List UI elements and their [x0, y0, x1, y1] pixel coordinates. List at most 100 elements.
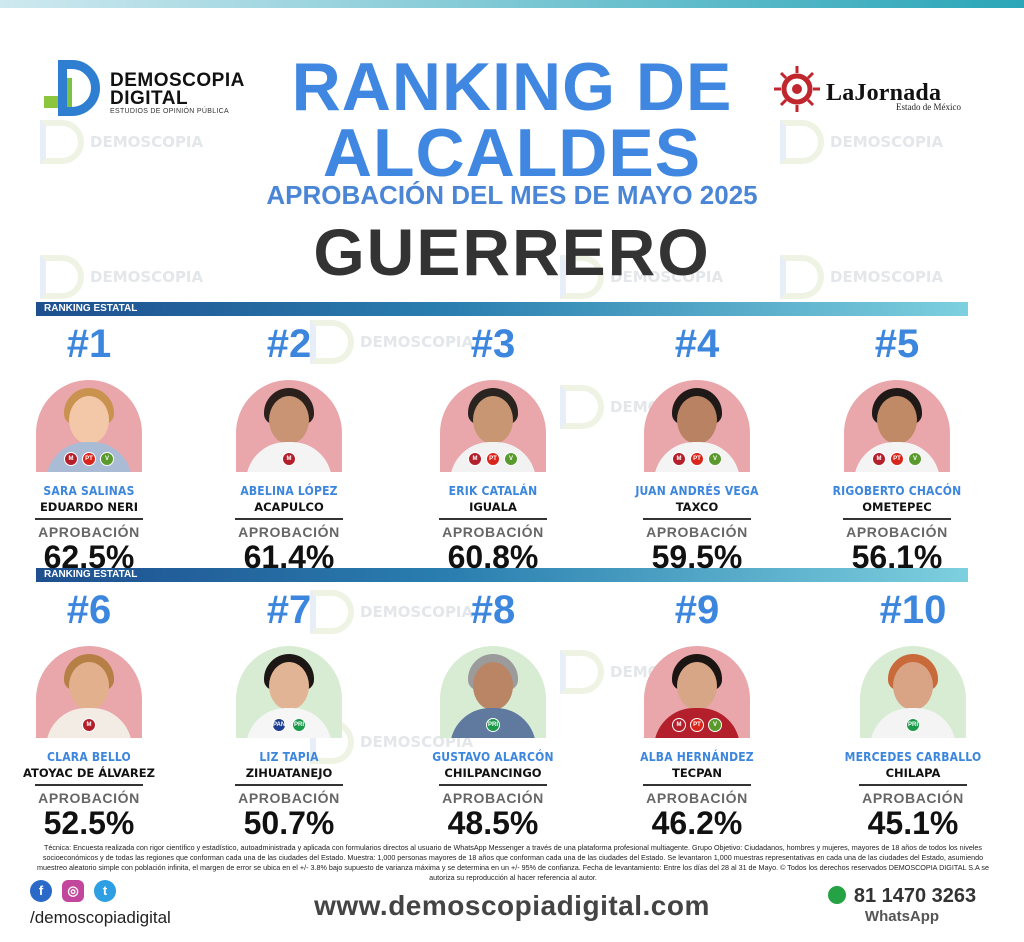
mayor-name: GUSTAVO ALARCÓN	[432, 750, 554, 764]
municipality: TAXCO	[675, 500, 719, 514]
municipality: TECPAN	[671, 766, 723, 780]
demoscopia-d-icon	[44, 60, 102, 116]
brand-name-line2: DIGITAL	[110, 88, 189, 109]
approval-label: APROBACIÓN	[442, 524, 544, 540]
approval-label: APROBACIÓN	[862, 790, 964, 806]
rank-number: #6	[66, 588, 112, 632]
rank-number: #1	[66, 322, 112, 366]
facebook-icon[interactable]: f	[30, 880, 52, 902]
divider	[643, 784, 751, 786]
methodology-note: Técnica: Encuesta realizada con rigor ci…	[36, 843, 990, 882]
municipality: IGUALA	[469, 500, 517, 514]
ranking-card: #6 M CLARA BELLO ATOYAC DE ÁLVAREZ APROB…	[14, 588, 164, 840]
approval-label: APROBACIÓN	[442, 790, 544, 806]
whatsapp-contact: 81 1470 3263 WhatsApp	[812, 884, 992, 926]
social-links: f ◎ t /demoscopiadigital	[30, 880, 220, 928]
mayor-name: JUAN ANDRÉS VEGA	[635, 484, 759, 498]
approval-value: 50.7%	[243, 805, 335, 841]
ranking-card: #9 M PT V ALBA HERNÁNDEZ TECPAN APROBACIÓN…	[622, 588, 772, 840]
approval-label: APROBACIÓN	[238, 790, 340, 806]
divider	[859, 784, 967, 786]
approval-label: APROBACIÓN	[38, 790, 140, 806]
instagram-icon[interactable]: ◎	[62, 880, 84, 902]
rank-number: #3	[470, 322, 516, 366]
whatsapp-icon	[827, 886, 846, 904]
municipality: ZIHUATANEJO	[245, 766, 333, 780]
candidate-photo: PAN PRI	[236, 646, 342, 738]
ranking-card: #5 M PT V RIGOBERTO CHACÓN OMETEPEC APROBA…	[822, 322, 972, 574]
la-jornada-logo: LaJornada Estado de México	[772, 64, 982, 120]
candidate-photo: M PT V	[644, 380, 750, 472]
mayor-name: SARA SALINAS	[43, 484, 135, 498]
candidate-photo: M PT V	[36, 380, 142, 472]
approval-label: APROBACIÓN	[646, 524, 748, 540]
candidate-photo: M PT V	[644, 646, 750, 738]
approval-value: 62.5%	[43, 539, 135, 575]
brand-tagline: ESTUDIOS DE OPINIÓN PÚBLICA	[110, 108, 229, 115]
ranking-card: #8 PRI GUSTAVO ALARCÓN CHILPANCINGO APRO…	[418, 588, 568, 840]
divider	[439, 784, 547, 786]
approval-value: 56.1%	[851, 539, 943, 575]
rank-number: #9	[674, 588, 720, 632]
demoscopia-logo: DEMOSCOPIA DIGITAL ESTUDIOS DE OPINIÓN P…	[44, 60, 254, 120]
mayor-name: ALBA HERNÁNDEZ	[640, 750, 754, 764]
candidate-photo: M PT V	[440, 380, 546, 472]
twitter-icon[interactable]: t	[94, 880, 116, 902]
whatsapp-label: WhatsApp	[864, 908, 940, 925]
mayor-name: ABELINA LÓPEZ	[240, 484, 338, 498]
approval-value: 52.5%	[43, 805, 135, 841]
municipality: CHILPANCINGO	[444, 766, 542, 780]
approval-label: APROBACIÓN	[846, 524, 948, 540]
divider	[439, 518, 547, 520]
ranking-card: #3 M PT V ERIK CATALÁN IGUALA APROBACIÓN 6…	[418, 322, 568, 574]
divider	[35, 518, 143, 520]
candidate-photo: PRI	[860, 646, 966, 738]
state-title: GUERRERO	[313, 215, 711, 289]
candidate-photo: M	[36, 646, 142, 738]
municipality: ATOYAC DE ÁLVAREZ	[23, 766, 155, 780]
rank-number: #10	[879, 588, 947, 632]
rank-number: #4	[674, 322, 720, 366]
mayor-name: LIZ TAPIA	[259, 750, 319, 764]
candidate-photo: M PT V	[844, 380, 950, 472]
partner-subtitle: Estado de México	[896, 102, 961, 112]
candidate-photo: M	[236, 380, 342, 472]
divider	[843, 518, 951, 520]
rank-number: #7	[266, 588, 312, 632]
municipality: OMETEPEC	[862, 500, 932, 514]
approval-label: APROBACIÓN	[238, 524, 340, 540]
title-line-1: RANKING DE	[291, 49, 733, 125]
approval-value: 45.1%	[867, 805, 959, 841]
divider	[35, 784, 143, 786]
mayor-name: MERCEDES CARBALLO	[844, 750, 982, 764]
ranking-card: #7 PAN PRI LIZ TAPIA ZIHUATANEJO APROBACI…	[214, 588, 364, 840]
approval-label: APROBACIÓN	[38, 524, 140, 540]
approval-value: 46.2%	[651, 805, 743, 841]
candidate-photo: PRI	[440, 646, 546, 738]
ranking-card: #1 M PT V SARA SALINAS EDUARDO NERI APROBA…	[14, 322, 164, 574]
top-accent-bar	[0, 0, 1024, 8]
social-handle: /demoscopiadigital	[30, 908, 171, 927]
jornada-sun-icon	[774, 66, 820, 112]
approval-value: 59.5%	[651, 539, 743, 575]
mayor-name: ERIK CATALÁN	[448, 484, 538, 498]
rank-number: #2	[266, 322, 312, 366]
website-link[interactable]: www.demoscopiadigital.com	[314, 890, 710, 921]
ranking-card: #4 M PT V JUAN ANDRÉS VEGA TAXCO APROBACIÓ…	[622, 322, 772, 574]
mayor-name: CLARA BELLO	[47, 750, 131, 764]
ranking-ribbon: RANKING ESTATAL	[36, 568, 968, 582]
municipality: CHILAPA	[885, 766, 941, 780]
approval-value: 48.5%	[447, 805, 539, 841]
subtitle: APROBACIÓN DEL MES DE MAYO 2025	[266, 180, 758, 210]
municipality: ACAPULCO	[254, 500, 324, 514]
ranking-ribbon: RANKING ESTATAL	[36, 302, 968, 316]
ribbon-label: RANKING ESTATAL	[44, 569, 138, 580]
title-line-2: ALCALDES	[322, 115, 702, 191]
ranking-card: #2 M ABELINA LÓPEZ ACAPULCO APROBACIÓN 6…	[214, 322, 364, 574]
phone-number[interactable]: 81 1470 3263	[853, 885, 977, 907]
municipality: EDUARDO NERI	[39, 500, 139, 514]
divider	[235, 518, 343, 520]
approval-value: 61.4%	[243, 539, 335, 575]
ranking-card: #10 PRI MERCEDES CARBALLO CHILAPA APROBA…	[838, 588, 988, 840]
mayor-name: RIGOBERTO CHACÓN	[832, 484, 962, 498]
